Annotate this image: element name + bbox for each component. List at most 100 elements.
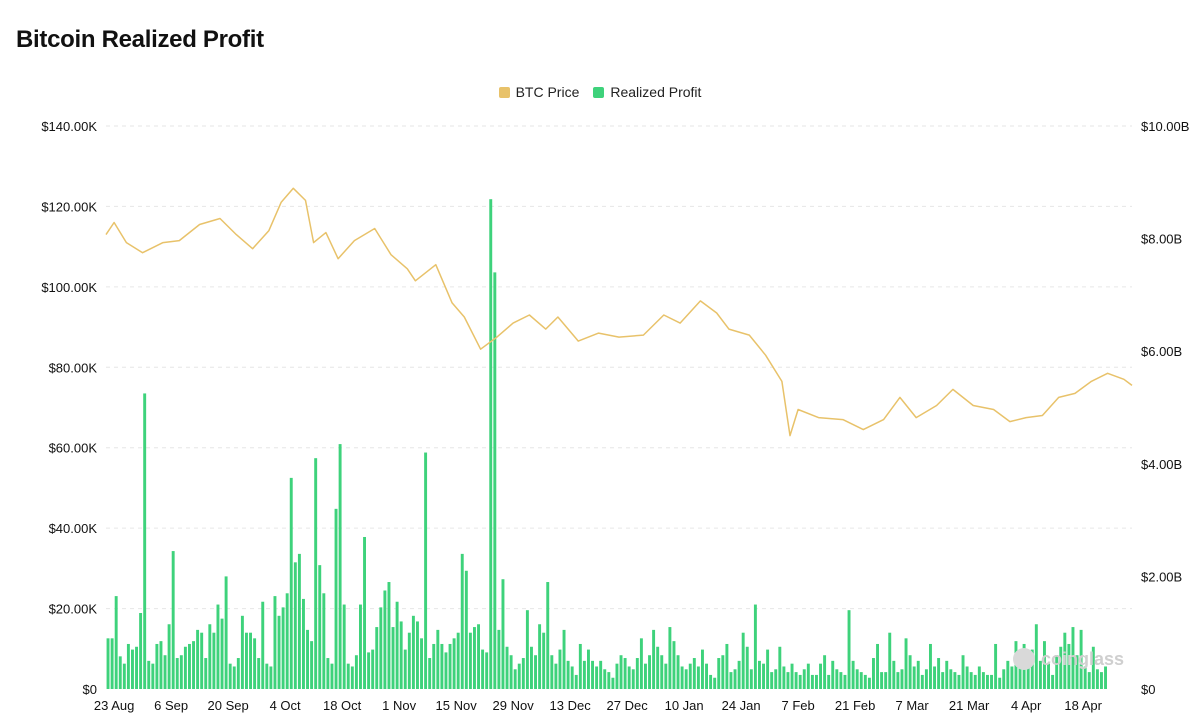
realized-profit-bar bbox=[281, 607, 285, 689]
realized-profit-bar bbox=[236, 658, 240, 689]
realized-profit-bar bbox=[574, 674, 578, 689]
realized-profit-bar bbox=[273, 596, 277, 689]
realized-profit-bar bbox=[387, 582, 391, 689]
realized-profit-bar bbox=[220, 618, 224, 690]
realized-profit-bar bbox=[249, 632, 252, 689]
realized-profit-bar bbox=[497, 629, 501, 689]
realized-profit-bar bbox=[436, 629, 440, 689]
realized-profit-bar bbox=[696, 666, 700, 689]
realized-profit-bar bbox=[538, 624, 542, 689]
realized-profit-bar bbox=[965, 666, 969, 689]
y-right-tick-label: $0 bbox=[1141, 682, 1155, 697]
realized-profit-bar bbox=[1034, 624, 1038, 689]
realized-profit-bar bbox=[933, 666, 936, 689]
realized-profit-bar bbox=[631, 669, 635, 689]
realized-profit-bar bbox=[733, 669, 737, 689]
realized-profit-bar bbox=[151, 663, 155, 689]
realized-profit-bar bbox=[570, 666, 574, 689]
realized-profit-bar bbox=[766, 649, 770, 689]
y-left-tick-label: $40.00K bbox=[49, 521, 98, 536]
realized-profit-bar bbox=[990, 674, 993, 689]
realized-profit-bar bbox=[1026, 660, 1030, 689]
realized-profit-bar bbox=[204, 658, 208, 689]
realized-profit-bar bbox=[1030, 649, 1034, 689]
realized-profit-bar bbox=[1010, 666, 1014, 689]
realized-profit-bar bbox=[383, 590, 387, 689]
realized-profit-bar bbox=[208, 624, 212, 689]
realized-profit-bar bbox=[269, 666, 273, 689]
realized-profit-bar bbox=[1079, 629, 1083, 689]
x-tick-label: 18 Oct bbox=[323, 698, 362, 713]
realized-profit-bar bbox=[232, 666, 236, 689]
realized-profit-bar bbox=[578, 643, 582, 689]
realized-profit-bar bbox=[725, 643, 729, 689]
coinglass-logo-icon bbox=[1012, 648, 1035, 670]
x-tick-label: 23 Aug bbox=[94, 698, 135, 713]
realized-profit-bar bbox=[680, 666, 684, 689]
realized-profit-bar bbox=[802, 669, 806, 689]
realized-profit-bar bbox=[1087, 672, 1091, 689]
realized-profit-bar bbox=[1047, 663, 1050, 689]
realized-profit-bar bbox=[721, 655, 725, 689]
realized-profit-bar bbox=[1059, 646, 1063, 689]
realized-profit-bar bbox=[253, 638, 257, 689]
realized-profit-bar bbox=[106, 638, 110, 689]
legend-item-btc-price[interactable]: BTC Price bbox=[498, 84, 579, 100]
y-left-tick-label: $60.00K bbox=[49, 441, 98, 456]
realized-profit-bar bbox=[562, 629, 566, 689]
x-tick-label: 15 Nov bbox=[436, 698, 478, 713]
realized-profit-bar bbox=[228, 663, 232, 689]
realized-profit-bar bbox=[843, 674, 847, 689]
realized-profit-bar bbox=[823, 655, 827, 689]
realized-profit-bar bbox=[139, 613, 143, 689]
realized-profit-bar bbox=[770, 672, 774, 689]
realized-profit-bar bbox=[1063, 632, 1067, 689]
realized-profit-bar bbox=[558, 649, 562, 689]
realized-profit-bar bbox=[277, 615, 281, 689]
y-right-tick-label: $8.00B bbox=[1141, 232, 1182, 247]
x-tick-label: 18 Apr bbox=[1064, 698, 1102, 713]
legend-label-realized-profit: Realized Profit bbox=[610, 84, 702, 100]
y-right-tick-label: $2.00B bbox=[1141, 569, 1182, 584]
realized-profit-bar bbox=[1104, 666, 1107, 689]
realized-profit-bar bbox=[350, 666, 354, 689]
realized-profit-bar bbox=[705, 663, 708, 689]
watermark-text: coinglass bbox=[1040, 648, 1124, 669]
realized-profit-bar bbox=[1006, 660, 1010, 689]
realized-profit-bar bbox=[200, 632, 204, 689]
realized-profit-bar bbox=[530, 646, 533, 689]
y-left-tick-label: $20.00K bbox=[49, 602, 98, 617]
btc-price-line bbox=[105, 187, 1133, 437]
realized-profit-bar bbox=[981, 672, 985, 689]
realized-profit-bar bbox=[444, 652, 448, 689]
realized-profit-bar bbox=[240, 615, 244, 689]
realized-profit-bar bbox=[851, 660, 855, 689]
realized-profit-bar bbox=[627, 666, 631, 689]
realized-profit-bar bbox=[831, 660, 835, 689]
realized-profit-bar bbox=[1038, 660, 1042, 689]
y-left-tick-label: $80.00K bbox=[49, 360, 98, 375]
realized-profit-bar bbox=[729, 672, 733, 689]
realized-profit-bar bbox=[416, 621, 419, 689]
realized-profit-bar bbox=[354, 655, 358, 689]
realized-profit-bar bbox=[167, 624, 171, 689]
realized-profit-bar bbox=[261, 601, 265, 689]
realized-profit-bar bbox=[163, 655, 167, 689]
realized-profit-bar bbox=[717, 658, 721, 689]
realized-profit-bar bbox=[745, 646, 749, 689]
realized-profit-bar bbox=[110, 638, 114, 689]
x-tick-label: 21 Feb bbox=[835, 698, 875, 713]
realized-profit-bar bbox=[521, 658, 525, 689]
realized-profit-bar bbox=[904, 638, 908, 689]
x-tick-label: 13 Dec bbox=[550, 698, 592, 713]
realized-profit-bar bbox=[118, 656, 122, 689]
realized-profit-bar bbox=[741, 632, 745, 689]
realized-profit-bar bbox=[595, 666, 599, 689]
realized-profit-bar bbox=[737, 660, 741, 689]
realized-profit-bar bbox=[619, 655, 623, 689]
realized-profit-bar bbox=[806, 663, 810, 689]
legend-item-realized-profit[interactable]: Realized Profit bbox=[593, 84, 701, 100]
realized-profit-bar bbox=[322, 593, 326, 689]
realized-profit-bar bbox=[888, 632, 892, 689]
